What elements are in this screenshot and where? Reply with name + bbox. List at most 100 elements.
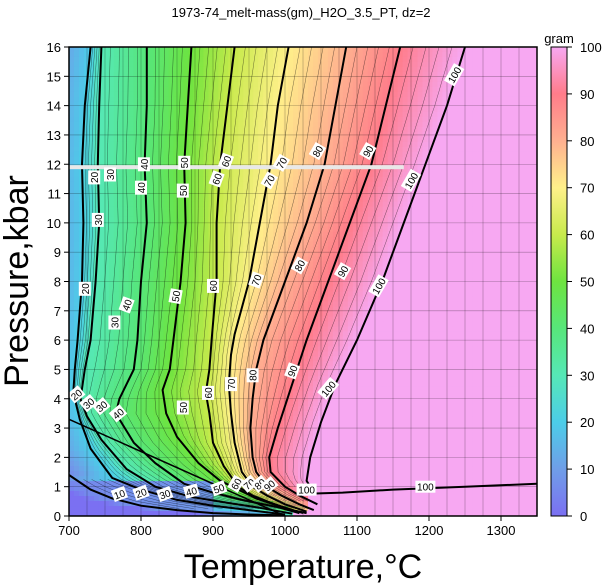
heat-cell bbox=[492, 86, 498, 93]
heat-cell bbox=[98, 276, 105, 283]
heat-cell bbox=[213, 96, 219, 103]
heat-cell bbox=[228, 296, 234, 303]
heat-cell bbox=[93, 231, 100, 238]
heat-cell bbox=[487, 126, 493, 133]
heat-cell bbox=[507, 196, 513, 203]
heat-cell bbox=[218, 81, 224, 88]
heat-cell bbox=[532, 101, 537, 108]
heat-cell bbox=[462, 71, 468, 78]
heat-cell bbox=[512, 141, 518, 148]
heat-cell bbox=[223, 291, 229, 298]
heat-cell bbox=[238, 106, 244, 113]
heat-cell bbox=[387, 171, 394, 178]
heat-cell bbox=[497, 226, 503, 233]
heat-cell bbox=[467, 276, 473, 283]
heat-cell bbox=[347, 81, 354, 88]
heat-cell bbox=[163, 66, 170, 73]
heat-cell bbox=[522, 191, 528, 198]
heat-cell bbox=[492, 241, 498, 248]
heat-cell bbox=[173, 116, 180, 123]
heat-cell bbox=[243, 211, 249, 218]
heat-cell bbox=[392, 291, 399, 298]
heat-cell bbox=[332, 226, 339, 233]
heat-cell bbox=[148, 201, 155, 208]
heat-cell bbox=[213, 296, 219, 303]
heat-cell bbox=[93, 296, 100, 303]
heat-cell bbox=[123, 271, 130, 278]
heat-cell bbox=[293, 76, 299, 83]
heat-cell bbox=[457, 296, 463, 303]
heat-cell bbox=[158, 51, 165, 58]
heat-cell bbox=[492, 306, 498, 313]
heat-cell bbox=[123, 161, 130, 168]
heat-cell bbox=[123, 131, 130, 138]
heat-cell bbox=[402, 47, 409, 53]
heat-cell bbox=[372, 226, 379, 233]
heat-cell bbox=[462, 51, 468, 58]
heat-cell bbox=[362, 51, 369, 58]
heat-cell bbox=[188, 106, 195, 113]
heat-cell bbox=[522, 266, 528, 273]
heat-cell bbox=[502, 101, 508, 108]
heat-cell bbox=[472, 96, 478, 103]
heat-cell bbox=[332, 136, 339, 143]
heat-cell bbox=[412, 66, 419, 73]
heat-cell bbox=[138, 81, 145, 88]
heat-cell bbox=[278, 251, 284, 258]
heat-cell bbox=[427, 156, 434, 163]
heat-cell bbox=[193, 216, 200, 223]
heat-cell bbox=[317, 206, 324, 213]
heat-cell bbox=[208, 111, 214, 118]
heat-cell bbox=[402, 141, 409, 148]
heat-cell bbox=[412, 236, 419, 243]
heat-cell bbox=[517, 171, 523, 178]
heat-cell bbox=[128, 61, 135, 68]
heat-cell bbox=[288, 236, 294, 243]
heat-cell bbox=[123, 291, 130, 298]
heat-cell bbox=[332, 301, 339, 308]
heat-cell bbox=[163, 306, 170, 313]
heat-cell bbox=[337, 56, 344, 63]
heat-cell bbox=[322, 266, 329, 273]
heat-cell bbox=[133, 76, 140, 83]
heat-cell bbox=[417, 256, 424, 263]
heat-cell bbox=[193, 296, 200, 303]
heat-cell bbox=[372, 156, 379, 163]
heat-cell bbox=[103, 256, 110, 263]
heat-cell bbox=[243, 141, 249, 148]
heat-cell bbox=[248, 236, 254, 243]
heat-cell bbox=[113, 196, 120, 203]
heat-cell bbox=[337, 191, 344, 198]
heat-cell bbox=[69, 61, 75, 68]
heat-cell bbox=[322, 136, 329, 143]
heat-cell bbox=[412, 76, 419, 83]
heat-cell bbox=[253, 126, 259, 133]
heat-cell bbox=[253, 106, 259, 113]
heat-cell bbox=[477, 291, 483, 298]
heat-cell bbox=[268, 246, 274, 253]
heat-cell bbox=[402, 116, 409, 123]
heat-cell bbox=[432, 156, 439, 163]
heat-cell bbox=[258, 296, 264, 303]
heat-cell bbox=[367, 261, 374, 268]
heat-cell bbox=[278, 101, 284, 108]
heat-cell bbox=[352, 166, 359, 173]
heat-cell bbox=[482, 66, 488, 73]
heat-cell bbox=[522, 301, 528, 308]
heat-cell bbox=[502, 96, 508, 103]
heat-cell bbox=[133, 116, 140, 123]
heat-cell bbox=[238, 121, 244, 128]
heat-cell bbox=[303, 56, 309, 63]
heat-cell bbox=[268, 236, 274, 243]
heat-cell bbox=[482, 56, 488, 63]
heat-cell bbox=[78, 47, 85, 53]
heat-cell bbox=[153, 71, 160, 78]
heat-cell bbox=[347, 47, 354, 53]
heat-cell bbox=[148, 126, 155, 133]
heat-cell bbox=[492, 106, 498, 113]
heat-cell bbox=[108, 106, 115, 113]
heat-cell bbox=[357, 231, 364, 238]
heat-cell bbox=[223, 266, 229, 273]
heat-cell bbox=[417, 216, 424, 223]
heat-cell bbox=[83, 306, 90, 313]
